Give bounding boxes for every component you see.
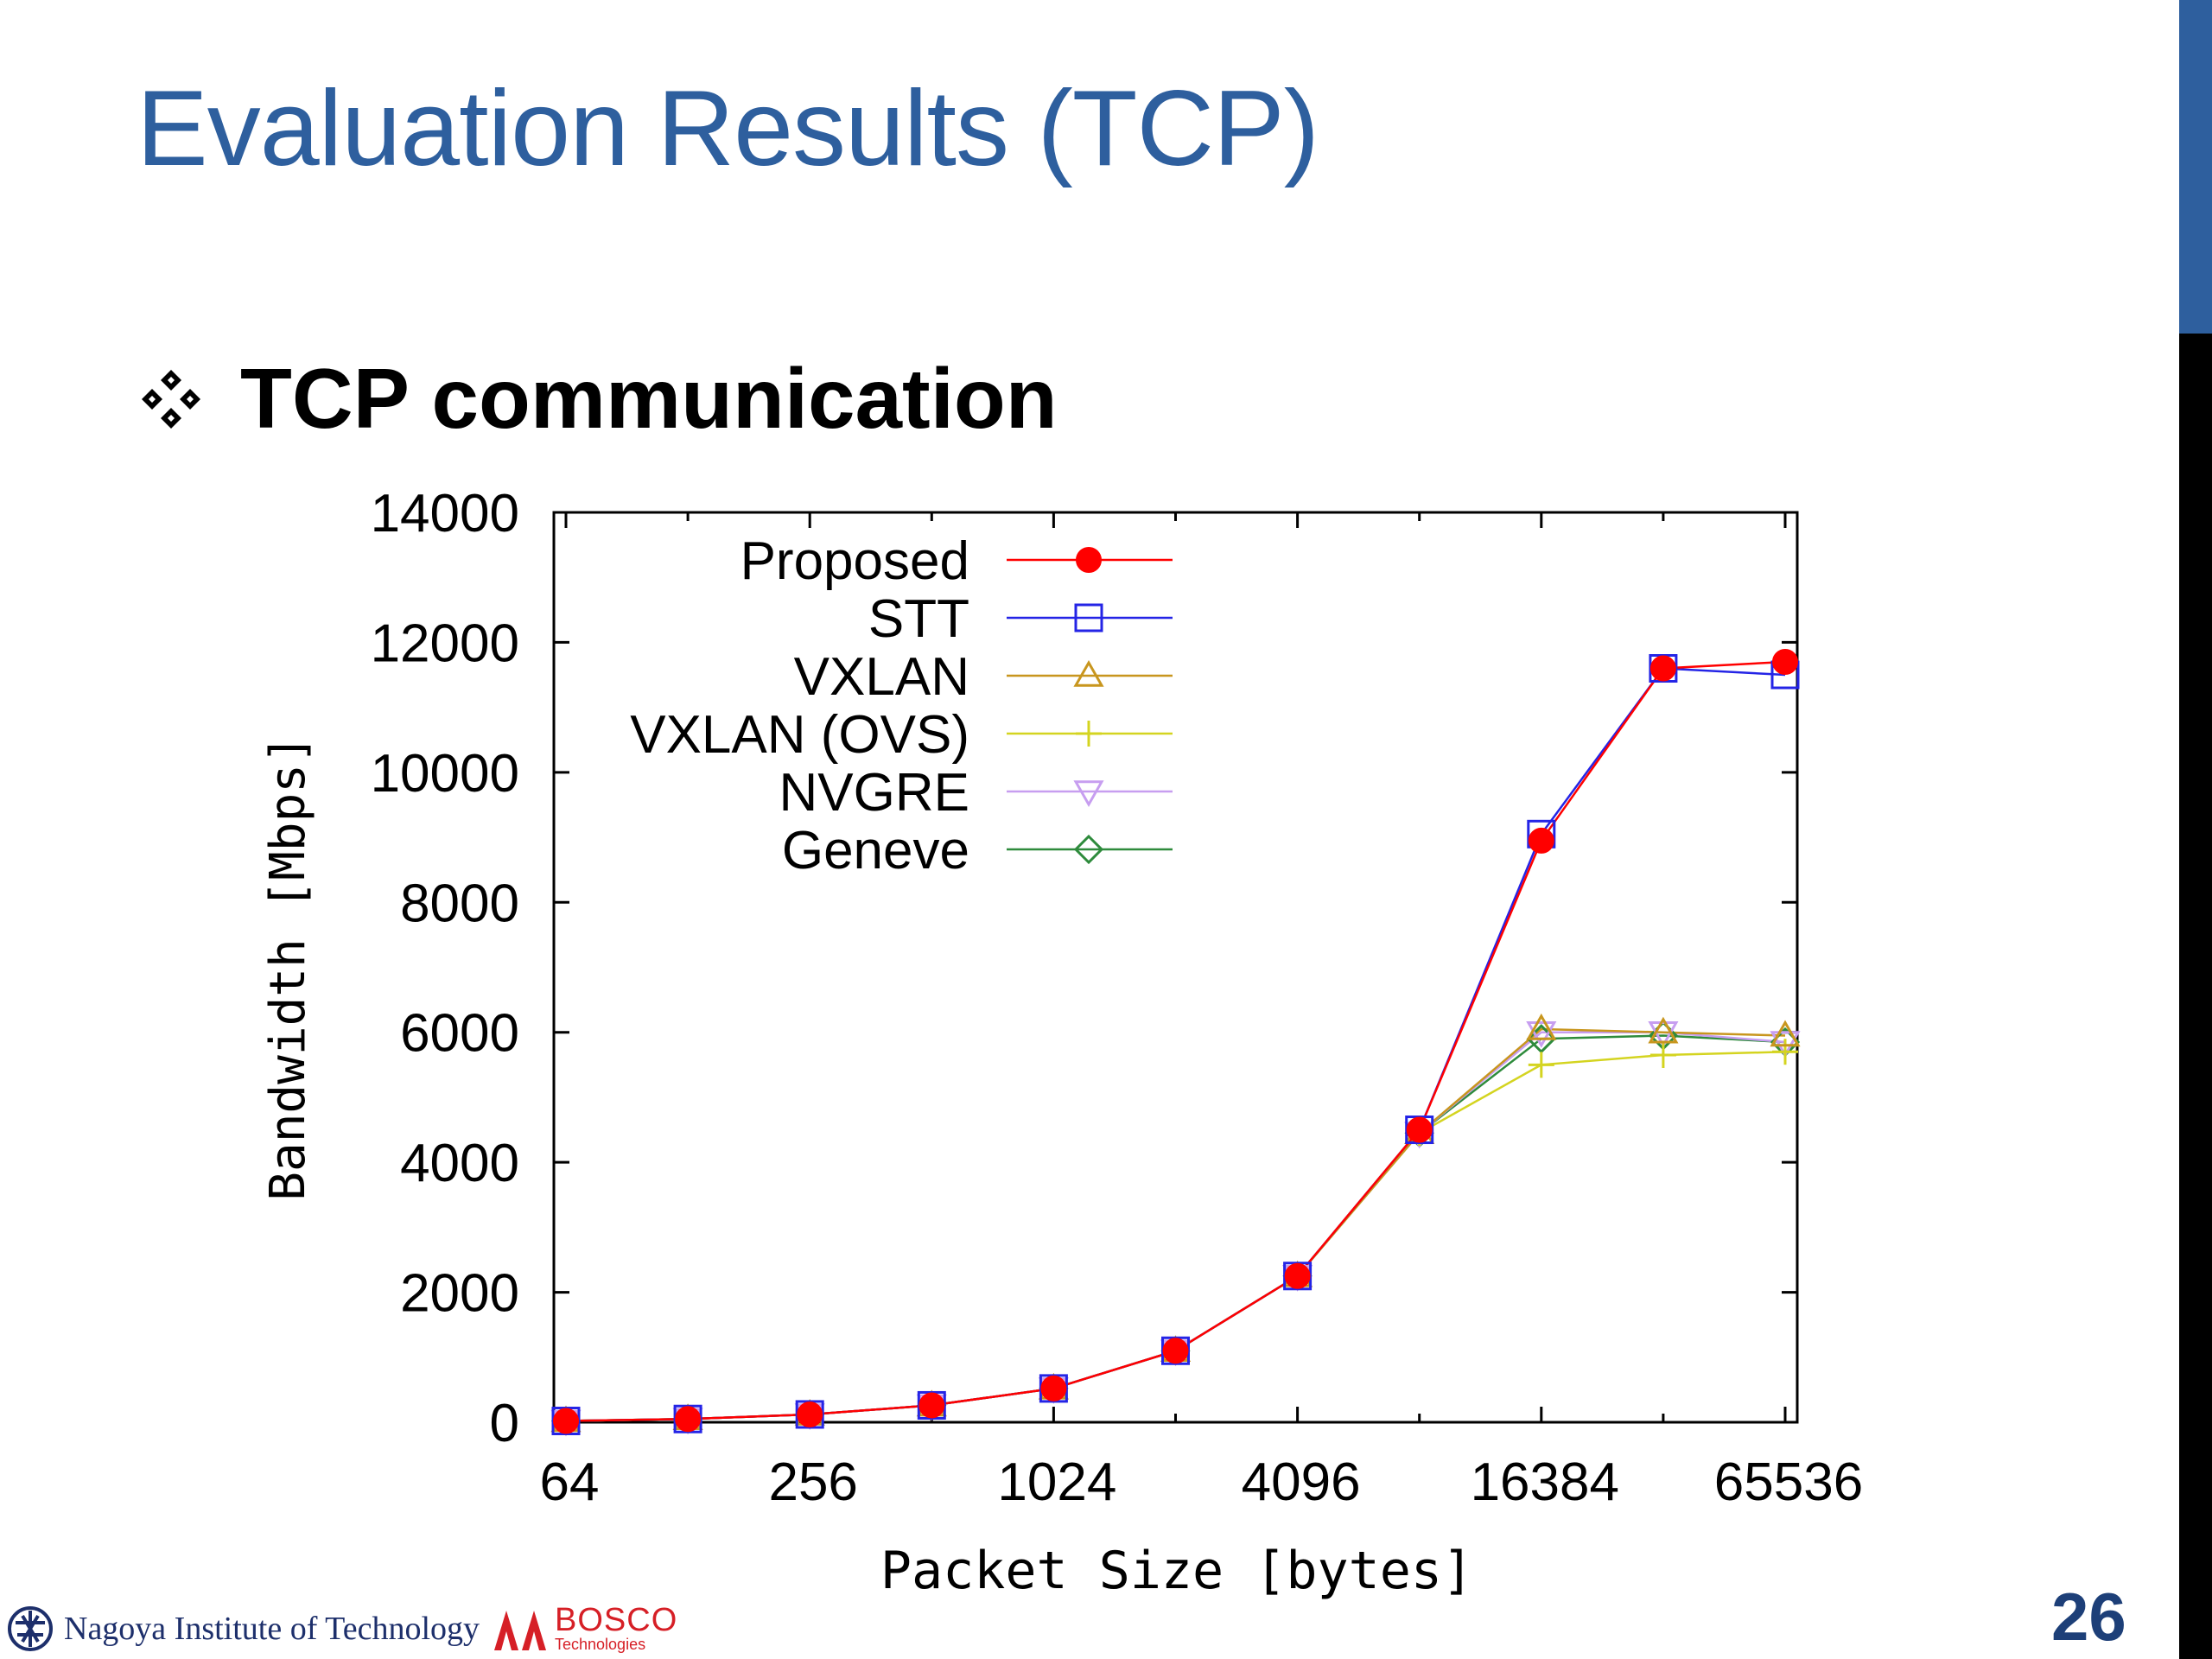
- data-point-vxlan: [1770, 1020, 1801, 1047]
- data-point-proposed: [1040, 1375, 1067, 1402]
- x-tick-label: 64: [540, 1452, 600, 1512]
- data-point-proposed: [1284, 1262, 1311, 1289]
- series-line-proposed: [565, 660, 1786, 1422]
- chart-labels: 0 2000 4000 6000 8000 10000 12000 14000 64 256 102…: [260, 484, 1863, 1601]
- accent-bar-top: [2179, 0, 2212, 334]
- data-point-nvgre: [1648, 1020, 1679, 1048]
- y-tick-label: 14000: [371, 484, 519, 543]
- data-point-proposed: [1406, 1116, 1433, 1143]
- chart-series-markers: [550, 648, 1801, 1437]
- data-point-proposed: [1528, 827, 1554, 854]
- institute-emblem-icon: [8, 1606, 53, 1651]
- legend-label-proposed: Proposed: [741, 531, 969, 591]
- x-tick-label: 16384: [1471, 1452, 1619, 1512]
- data-point-proposed: [1772, 648, 1798, 675]
- x-tick-label: 65536: [1714, 1452, 1863, 1512]
- nagoya-institute-logo: Nagoya Institute of Technology: [5, 1604, 480, 1654]
- institute-name: Nagoya Institute of Technology: [64, 1611, 480, 1647]
- data-point-vxlan: [1648, 1016, 1679, 1044]
- data-point-proposed: [675, 1406, 702, 1433]
- chart-axes: [552, 511, 1799, 1424]
- y-tick-label: 0: [490, 1394, 519, 1453]
- bosco-logo: BOSCO Technologies: [493, 1604, 677, 1652]
- data-point-nvgre: [1526, 1020, 1557, 1048]
- y-tick-label: 6000: [400, 1004, 519, 1064]
- y-tick-label: 8000: [400, 874, 519, 933]
- data-point-vxlan-ovs: [1772, 1039, 1798, 1065]
- x-tick-label: 256: [768, 1452, 857, 1512]
- accent-bar-bottom: [2179, 334, 2212, 1659]
- chart-series-lines: [565, 660, 1786, 1422]
- company-subtitle: Technologies: [555, 1636, 646, 1653]
- legend-label-geneve: Geneve: [782, 821, 969, 880]
- data-point-vxlan: [1526, 1013, 1557, 1040]
- data-point-proposed: [1649, 655, 1676, 682]
- company-name: BOSCO: [555, 1602, 678, 1638]
- legend-marker-vxlan-ovs: [1076, 721, 1102, 747]
- legend-label-stt: STT: [868, 589, 969, 649]
- y-axis-title: Bandwidth [Mbps]: [260, 734, 316, 1200]
- legend-marker-stt: [1074, 603, 1103, 632]
- x-tick-label: 1024: [997, 1452, 1116, 1512]
- data-point-proposed: [553, 1408, 579, 1434]
- data-point-proposed: [918, 1392, 945, 1419]
- legend-marker-proposed: [1076, 547, 1102, 573]
- data-point-vxlan-ovs: [1649, 1042, 1676, 1069]
- bosco-mark-icon: [494, 1611, 546, 1650]
- plot-frame: [552, 511, 1799, 1424]
- legend-label-nvgre: NVGRE: [779, 763, 969, 823]
- legend-label-vxlan-ovs: VXLAN (OVS): [630, 705, 969, 765]
- bullet-item: TCP communication: [137, 350, 1058, 448]
- y-tick-label: 4000: [400, 1134, 519, 1193]
- y-tick-label: 2000: [400, 1264, 519, 1324]
- data-point-proposed: [1162, 1338, 1189, 1364]
- data-point-vxlan-ovs: [1528, 1052, 1554, 1078]
- legend-marker-vxlan: [1073, 659, 1104, 687]
- page-number: 26: [2051, 1579, 2126, 1655]
- x-axis-title: Packet Size [bytes]: [880, 1541, 1473, 1601]
- data-point-geneve: [1526, 1024, 1556, 1054]
- legend-marker-geneve: [1073, 834, 1104, 865]
- legend-label-vxlan: VXLAN: [794, 647, 969, 707]
- series-line-stt: [565, 667, 1786, 1422]
- four-diamond-bullet-icon: [142, 369, 200, 429]
- x-tick-label: 4096: [1242, 1452, 1361, 1512]
- legend-marker-nvgre: [1073, 780, 1104, 808]
- bullet-text: TCP communication: [240, 351, 1058, 446]
- slide-title: Evaluation Results (TCP): [137, 69, 1319, 188]
- data-point-proposed: [797, 1401, 823, 1427]
- data-point-nvgre: [1770, 1031, 1801, 1058]
- y-tick-label: 12000: [371, 613, 519, 673]
- y-tick-label: 10000: [371, 744, 519, 804]
